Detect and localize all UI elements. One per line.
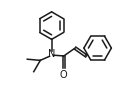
Text: N: N <box>48 49 55 59</box>
Text: O: O <box>60 70 68 80</box>
